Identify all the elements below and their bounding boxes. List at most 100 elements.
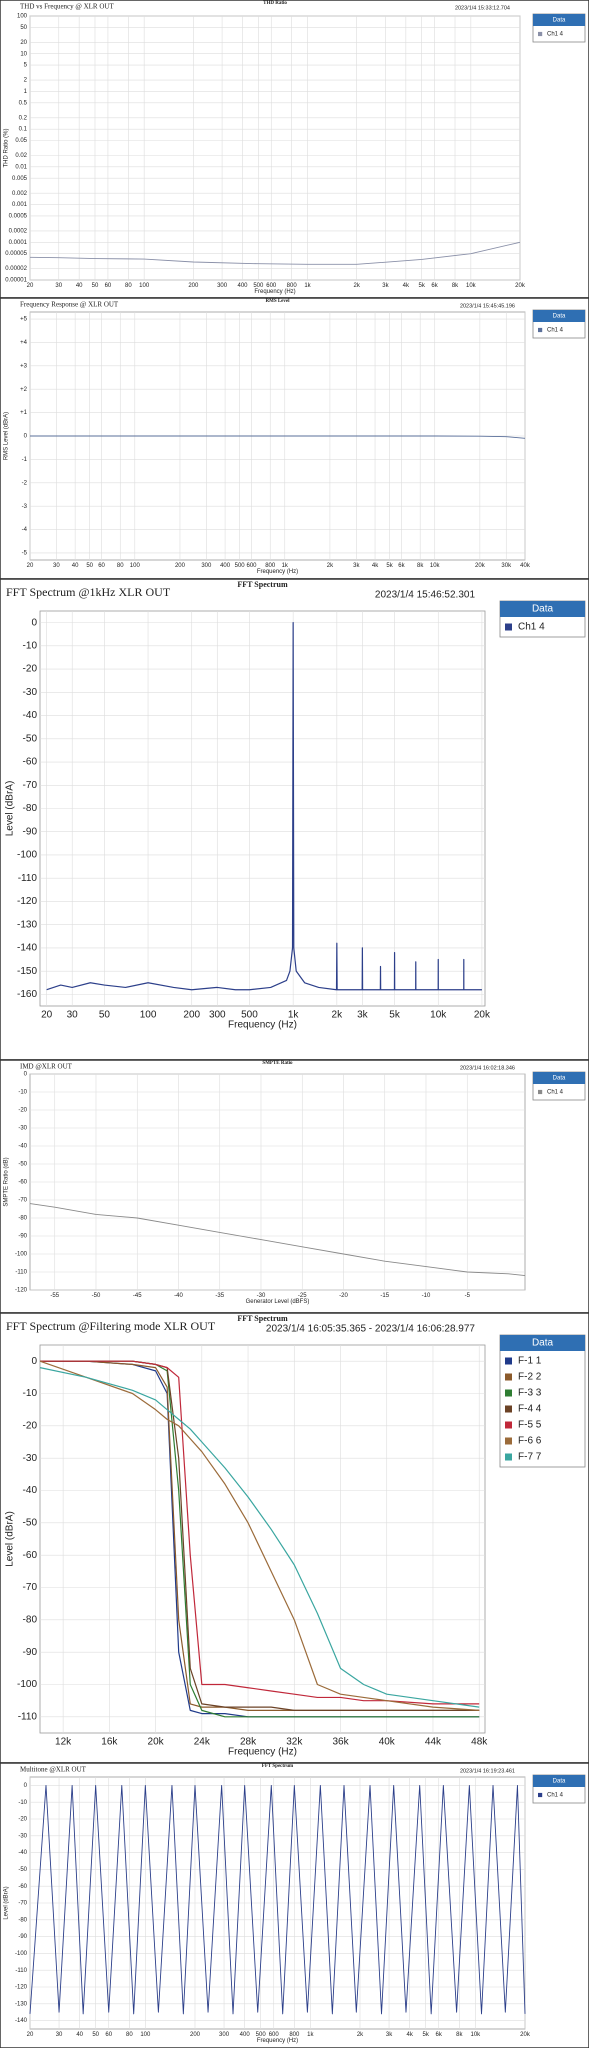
y-tick-label: +2 <box>20 387 28 393</box>
x-tick-label: 500 <box>235 563 246 569</box>
y-tick-label: -20 <box>18 1108 27 1114</box>
y-tick-label: -110 <box>15 1968 27 1974</box>
legend-header <box>533 1775 585 1787</box>
y-tick-label: -50 <box>18 1162 27 1168</box>
x-tick-label: 3k <box>386 2032 393 2038</box>
x-tick-label: 20 <box>27 283 34 289</box>
x-tick-label: 500 <box>256 2032 267 2038</box>
x-tick-label: -30 <box>257 1293 266 1299</box>
x-tick-label: 30 <box>55 283 62 289</box>
x-tick-label: 36k <box>332 1737 349 1748</box>
x-tick-label: 48k <box>471 1737 488 1748</box>
x-tick-label: 200 <box>188 283 199 289</box>
legend-title: Data <box>553 18 566 24</box>
legend-header <box>533 14 585 26</box>
x-tick-label: 40 <box>76 283 83 289</box>
y-tick-label: -90 <box>23 1647 38 1658</box>
x-tick-label: 100 <box>140 2032 151 2038</box>
x-tick-label: 800 <box>287 283 298 289</box>
x-tick-label: 20k <box>475 563 486 569</box>
x-tick-label: 40k <box>520 563 531 569</box>
x-tick-label: 4k <box>406 2032 413 2038</box>
legend-swatch <box>505 623 512 631</box>
x-tick-label: 400 <box>240 2032 251 2038</box>
y-tick-label: 0.001 <box>12 202 28 208</box>
x-tick-label: -35 <box>215 1293 224 1299</box>
y-tick-label: 0 <box>24 434 28 440</box>
x-axis-label: Frequency (Hz) <box>257 2038 298 2044</box>
series-line <box>30 435 526 439</box>
y-tick-label: -100 <box>15 1951 28 1957</box>
x-tick-label: 60 <box>98 563 105 569</box>
x-tick-label: 32k <box>286 1737 303 1748</box>
series-line <box>29 241 521 265</box>
legend-swatch <box>538 1792 543 1798</box>
y-tick-label: -10 <box>23 1388 38 1399</box>
legend-title: Data <box>532 604 554 615</box>
x-tick-label: 44k <box>425 1737 442 1748</box>
series-line <box>46 622 482 991</box>
legend-swatch <box>538 1089 543 1095</box>
timestamp: 2023/1/4 15:33:12.704 <box>455 5 510 11</box>
plot-area <box>29 15 521 281</box>
y-tick-label: +3 <box>20 363 28 369</box>
x-tick-label: 50 <box>86 563 93 569</box>
x-tick-label: 2k <box>353 283 360 289</box>
x-tick-label: 50 <box>92 2032 99 2038</box>
legend-header <box>533 310 585 322</box>
y-tick-label: -110 <box>18 873 38 884</box>
x-axis-label: Frequency (Hz) <box>228 1747 297 1758</box>
y-tick-label: -70 <box>18 1901 27 1907</box>
y-tick-label: -30 <box>18 1833 27 1839</box>
y-tick-label: -90 <box>18 1234 27 1240</box>
x-tick-label: 400 <box>220 563 231 569</box>
x-tick-label: 20k <box>148 1737 165 1748</box>
y-tick-label: -120 <box>15 1985 28 1991</box>
y-tick-label: -130 <box>17 919 37 930</box>
legend-label: Ch1 4 <box>547 1090 564 1096</box>
y-axis-label: THD Ratio (%) <box>4 128 10 167</box>
y-tick-label: -40 <box>23 1485 38 1496</box>
x-tick-label: 60 <box>105 2032 112 2038</box>
chart-title: THD vs Frequency @ XLR OUT <box>20 3 114 11</box>
legend-title: Data <box>553 314 566 320</box>
y-tick-label: -100 <box>15 1252 28 1258</box>
x-tick-label: 8k <box>456 2032 463 2038</box>
x-tick-label: 2k <box>332 1010 344 1021</box>
x-tick-label: 1k <box>282 563 289 569</box>
x-tick-label: 300 <box>209 1010 226 1021</box>
y-tick-label: 0.0001 <box>9 240 28 246</box>
series-line <box>29 1203 526 1277</box>
y-tick-label: -130 <box>15 2001 28 2007</box>
x-tick-label: 8k <box>417 563 424 569</box>
x-tick-label: 50 <box>92 283 99 289</box>
y-tick-label: 0.00002 <box>5 266 27 272</box>
x-tick-label: 40 <box>72 563 79 569</box>
y-tick-label: 0.00001 <box>5 278 27 284</box>
y-tick-label: 0.1 <box>19 127 28 133</box>
y-tick-label: 5 <box>24 63 28 69</box>
y-tick-label: -60 <box>18 1180 27 1186</box>
x-tick-label: 600 <box>269 2032 280 2038</box>
legend-label: Ch1 4 <box>518 622 545 633</box>
x-tick-label: 300 <box>201 563 212 569</box>
y-tick-label: -50 <box>23 1517 38 1528</box>
x-tick-label: -10 <box>422 1293 431 1299</box>
y-tick-label: -120 <box>15 1288 28 1294</box>
x-tick-label: 4k <box>372 563 379 569</box>
y-tick-label: 1 <box>24 89 28 95</box>
y-axis-label: RMS Level (dBrA) <box>4 412 10 460</box>
series-line <box>40 1360 480 1705</box>
x-tick-label: 30k <box>501 563 512 569</box>
y-tick-label: -80 <box>23 803 38 814</box>
x-tick-label: 40k <box>379 1737 396 1748</box>
legend-swatch <box>505 1453 512 1461</box>
x-axis-label: Frequency (Hz) <box>254 289 295 295</box>
x-tick-label: -5 <box>465 1293 471 1299</box>
legend-label: F-3 3 <box>518 1388 542 1399</box>
y-tick-label: 0 <box>24 1783 28 1789</box>
x-tick-label: 2k <box>357 2032 364 2038</box>
y-tick-label: 0 <box>31 1356 37 1367</box>
x-tick-label: 30 <box>67 1010 79 1021</box>
